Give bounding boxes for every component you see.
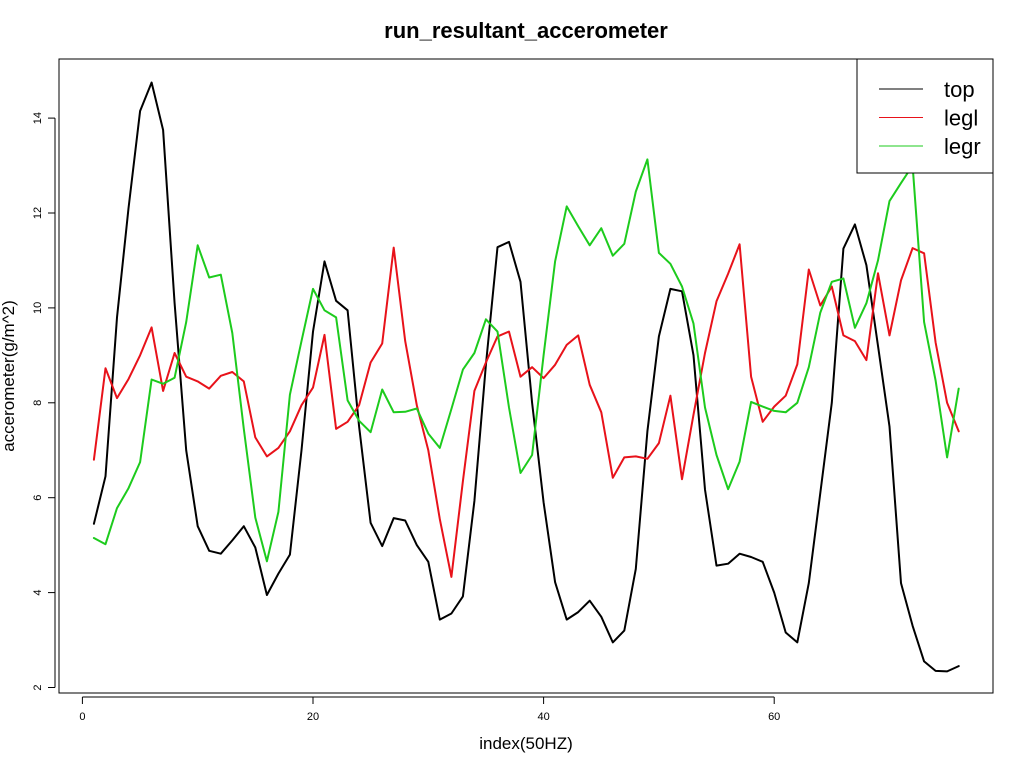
x-axis-label: index(50HZ) [479, 734, 573, 753]
legend: top legl legr [856, 58, 994, 174]
series-line-top [92, 81, 960, 673]
legend-label-top: top [944, 77, 975, 102]
series-layer [92, 81, 960, 673]
plot-frame [58, 58, 994, 694]
series-line-legl [92, 243, 960, 578]
chart-title: run_resultant_accerometer [384, 18, 668, 43]
x-tick-label: 40 [537, 711, 549, 723]
legend-label-legr: legr [944, 134, 981, 159]
y-tick-label: 10 [32, 302, 44, 314]
x-axis: 0 20 40 60 [79, 696, 780, 723]
y-axis-label: accerometer(g/m^2) [0, 300, 18, 452]
y-tick-label: 2 [32, 684, 44, 690]
legend-label-legl: legl [944, 106, 978, 131]
y-tick-label: 4 [32, 590, 44, 596]
y-axis: 2 4 6 8 10 12 14 [32, 112, 56, 691]
legend-box [856, 58, 994, 174]
y-tick-label: 8 [32, 400, 44, 406]
x-tick-label: 60 [768, 711, 780, 723]
y-tick-label: 6 [32, 495, 44, 501]
x-tick-label: 0 [79, 711, 85, 723]
series-line-legr [92, 158, 960, 563]
y-tick-label: 12 [32, 207, 44, 219]
x-tick-label: 20 [307, 711, 319, 723]
y-tick-label: 14 [32, 112, 44, 124]
